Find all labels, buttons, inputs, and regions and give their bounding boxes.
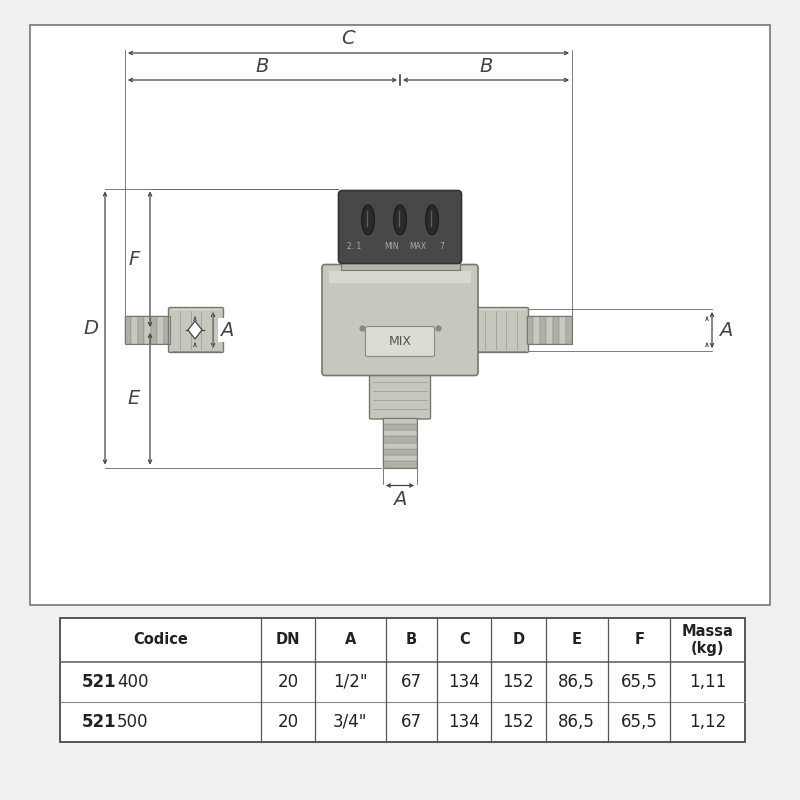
Bar [553,316,559,344]
Text: D: D [513,633,525,647]
FancyBboxPatch shape [322,265,478,375]
FancyBboxPatch shape [474,307,529,353]
Bar [150,316,157,344]
Text: A: A [220,321,234,339]
Bar [383,462,417,467]
Bar [540,316,546,344]
Text: 400: 400 [118,673,149,691]
Ellipse shape [362,205,374,235]
Text: MIN: MIN [385,242,399,251]
Text: 521: 521 [82,673,116,691]
Text: Massa
(kg): Massa (kg) [682,624,734,656]
Text: A: A [719,321,733,339]
Bar [341,259,459,270]
FancyBboxPatch shape [169,307,223,353]
Ellipse shape [394,205,406,235]
Bar [383,418,417,424]
FancyBboxPatch shape [366,326,434,357]
Text: F: F [634,633,644,647]
Text: F: F [128,250,140,269]
Text: A: A [394,490,406,509]
Bar [131,316,138,344]
Bar [138,316,144,344]
Bar [383,442,417,449]
Bar [144,316,150,344]
Text: B: B [256,57,269,75]
Text: E: E [572,633,582,647]
Text: 67: 67 [401,713,422,731]
Text: B: B [479,57,493,75]
Text: 152: 152 [502,713,534,731]
Text: E: E [128,390,140,408]
Text: Codice: Codice [133,633,188,647]
Bar [125,316,170,344]
Text: 152: 152 [502,673,534,691]
Text: 500: 500 [118,713,149,731]
Bar [559,316,566,344]
Text: 86,5: 86,5 [558,673,595,691]
Text: 521: 521 [82,713,116,731]
Text: 67: 67 [401,673,422,691]
Text: 20: 20 [278,713,298,731]
Text: C: C [342,30,355,49]
Text: B: B [406,633,417,647]
Bar [566,316,572,344]
Bar [383,418,417,467]
Text: MIX: MIX [389,335,411,348]
Bar [329,270,471,282]
Text: 65,5: 65,5 [621,673,658,691]
Text: 134: 134 [448,713,480,731]
Text: MAX: MAX [410,242,426,251]
Polygon shape [188,321,202,339]
Text: 2. 1: 2. 1 [347,242,361,251]
Text: 20: 20 [278,673,298,691]
Bar [383,449,417,455]
Text: 3/4": 3/4" [333,713,367,731]
Text: D: D [83,318,98,338]
Bar [383,430,417,436]
FancyBboxPatch shape [370,371,430,419]
Bar [30,25,770,605]
Text: C: C [459,633,470,647]
Text: 7: 7 [439,242,445,251]
Bar [383,455,417,462]
Text: DN: DN [276,633,300,647]
Bar [546,316,553,344]
Text: 1,11: 1,11 [689,673,726,691]
Bar [157,316,163,344]
Text: 65,5: 65,5 [621,713,658,731]
Text: 1,12: 1,12 [689,713,726,731]
Bar [527,316,534,344]
Text: 86,5: 86,5 [558,713,595,731]
Text: 1/2": 1/2" [333,673,367,691]
Bar [125,316,131,344]
Bar [383,424,417,430]
Text: 134: 134 [448,673,480,691]
Bar [527,316,572,344]
Bar [60,618,745,742]
Bar [163,316,170,344]
Bar [534,316,540,344]
Bar [383,436,417,442]
Text: A: A [345,633,356,647]
FancyBboxPatch shape [338,190,462,263]
Ellipse shape [426,205,438,235]
